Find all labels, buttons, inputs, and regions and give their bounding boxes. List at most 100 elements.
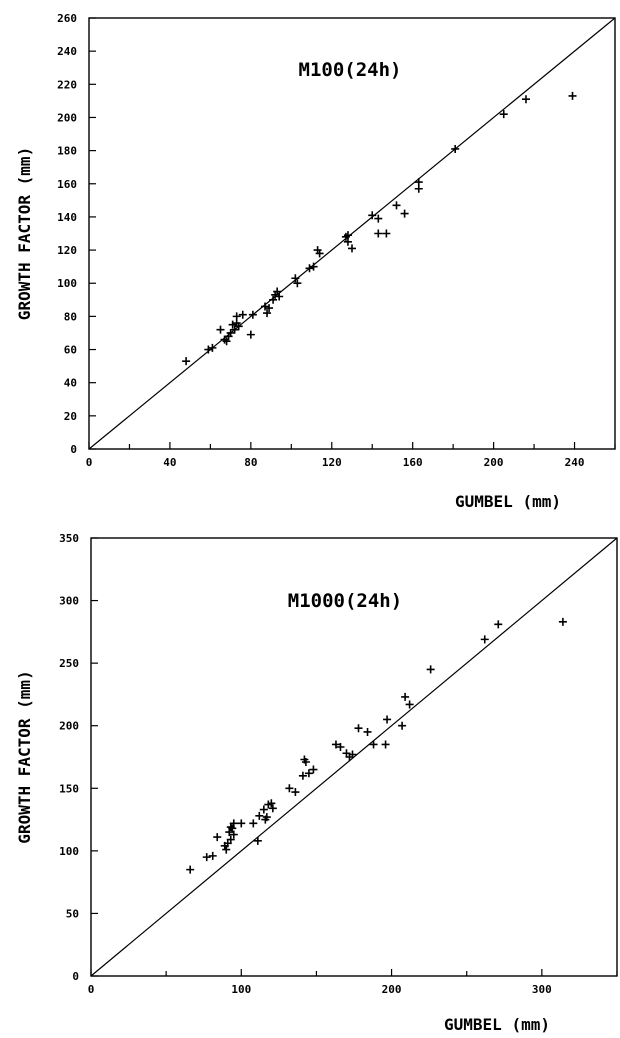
data-point [331,740,340,749]
y-tick-label: 100 [57,277,77,290]
x-tick-label: 40 [163,456,176,469]
data-point [228,824,237,833]
data-point [255,811,264,820]
data-point [343,237,352,246]
y-tick-label: 200 [59,720,79,733]
data-point [269,295,278,304]
plot-frame [88,17,616,450]
y-tick-label: 140 [57,211,77,224]
data-point [400,209,409,218]
x-tick-label: 0 [88,983,95,996]
data-point [348,244,356,253]
data-point [392,201,401,210]
data-point [186,865,195,874]
data-point [261,302,270,311]
data-point [238,310,247,319]
data-point [263,309,272,318]
x-tick-label: 120 [322,456,342,469]
y-tick-label: 0 [70,443,77,456]
data-point [480,635,489,644]
data-point [208,851,217,860]
y-axis-label: GROWTH FACTOR (mm) [15,670,34,843]
x-tick-label: 160 [403,456,423,469]
y-tick-label: 220 [57,78,77,91]
data-point [426,665,435,674]
data-point [216,325,225,334]
data-point [381,740,390,749]
data-point [368,211,377,220]
data-point [348,750,357,759]
y-tick-label: 180 [57,145,77,158]
chart-title: M100(24h) [299,59,402,81]
y-tick-label: 160 [57,178,77,191]
data-point [336,742,345,751]
data-point [383,715,392,724]
y-tick-label: 250 [59,657,79,670]
data-point [222,845,231,854]
data-point [226,835,235,844]
data-point [568,91,577,100]
data-point [309,262,318,271]
data-point [265,304,274,313]
data-point [253,836,262,845]
data-point [229,819,238,828]
x-axis-label: GUMBEL (mm) [444,1015,550,1033]
y-tick-label: 40 [64,377,77,390]
data-point [249,819,258,828]
data-point [374,214,383,223]
data-point [237,819,246,828]
y-tick-label: 240 [57,45,77,58]
data-point [213,833,222,842]
y-tick-label: 80 [64,310,77,323]
y-tick-label: 60 [64,344,77,357]
data-point [451,144,460,153]
y-tick-label: 100 [59,845,79,858]
data-point [494,620,503,629]
x-tick-label: 100 [231,983,251,996]
data-point [259,805,268,814]
data-point [246,330,255,339]
data-point [521,95,530,104]
y-tick-label: 20 [64,410,77,423]
data-point [230,325,239,334]
data-point [499,110,508,119]
data-point [273,287,282,296]
data-point [414,184,423,193]
plot-frame [90,537,618,977]
x-tick-label: 240 [565,456,585,469]
data-point [182,357,191,366]
data-point [382,229,391,238]
data-point [222,337,231,346]
data-point [309,765,318,774]
x-tick-label: 200 [382,983,402,996]
data-point [293,279,302,288]
data-point [228,320,237,329]
data-point [363,727,372,736]
data-point [291,274,300,283]
data-point [267,799,276,808]
data-point [354,724,363,733]
y-tick-label: 150 [59,782,79,795]
data-point [405,700,414,709]
one-to-one-line [88,17,616,450]
data-point [291,788,300,797]
data-point [304,769,313,778]
data-point [204,345,213,354]
x-tick-label: 80 [244,456,257,469]
x-axis-label: GUMBEL (mm) [455,492,561,511]
data-point [374,229,383,238]
data-point [226,328,235,337]
data-point [275,292,284,301]
data-point [298,771,307,780]
y-tick-label: 120 [57,244,77,257]
data-point [369,740,378,749]
data-point [398,721,407,730]
data-point [305,264,314,273]
data-point [301,758,310,767]
y-tick-label: 200 [57,111,77,124]
data-point [202,853,211,862]
data-point [232,312,241,321]
x-tick-label: 0 [86,456,93,469]
